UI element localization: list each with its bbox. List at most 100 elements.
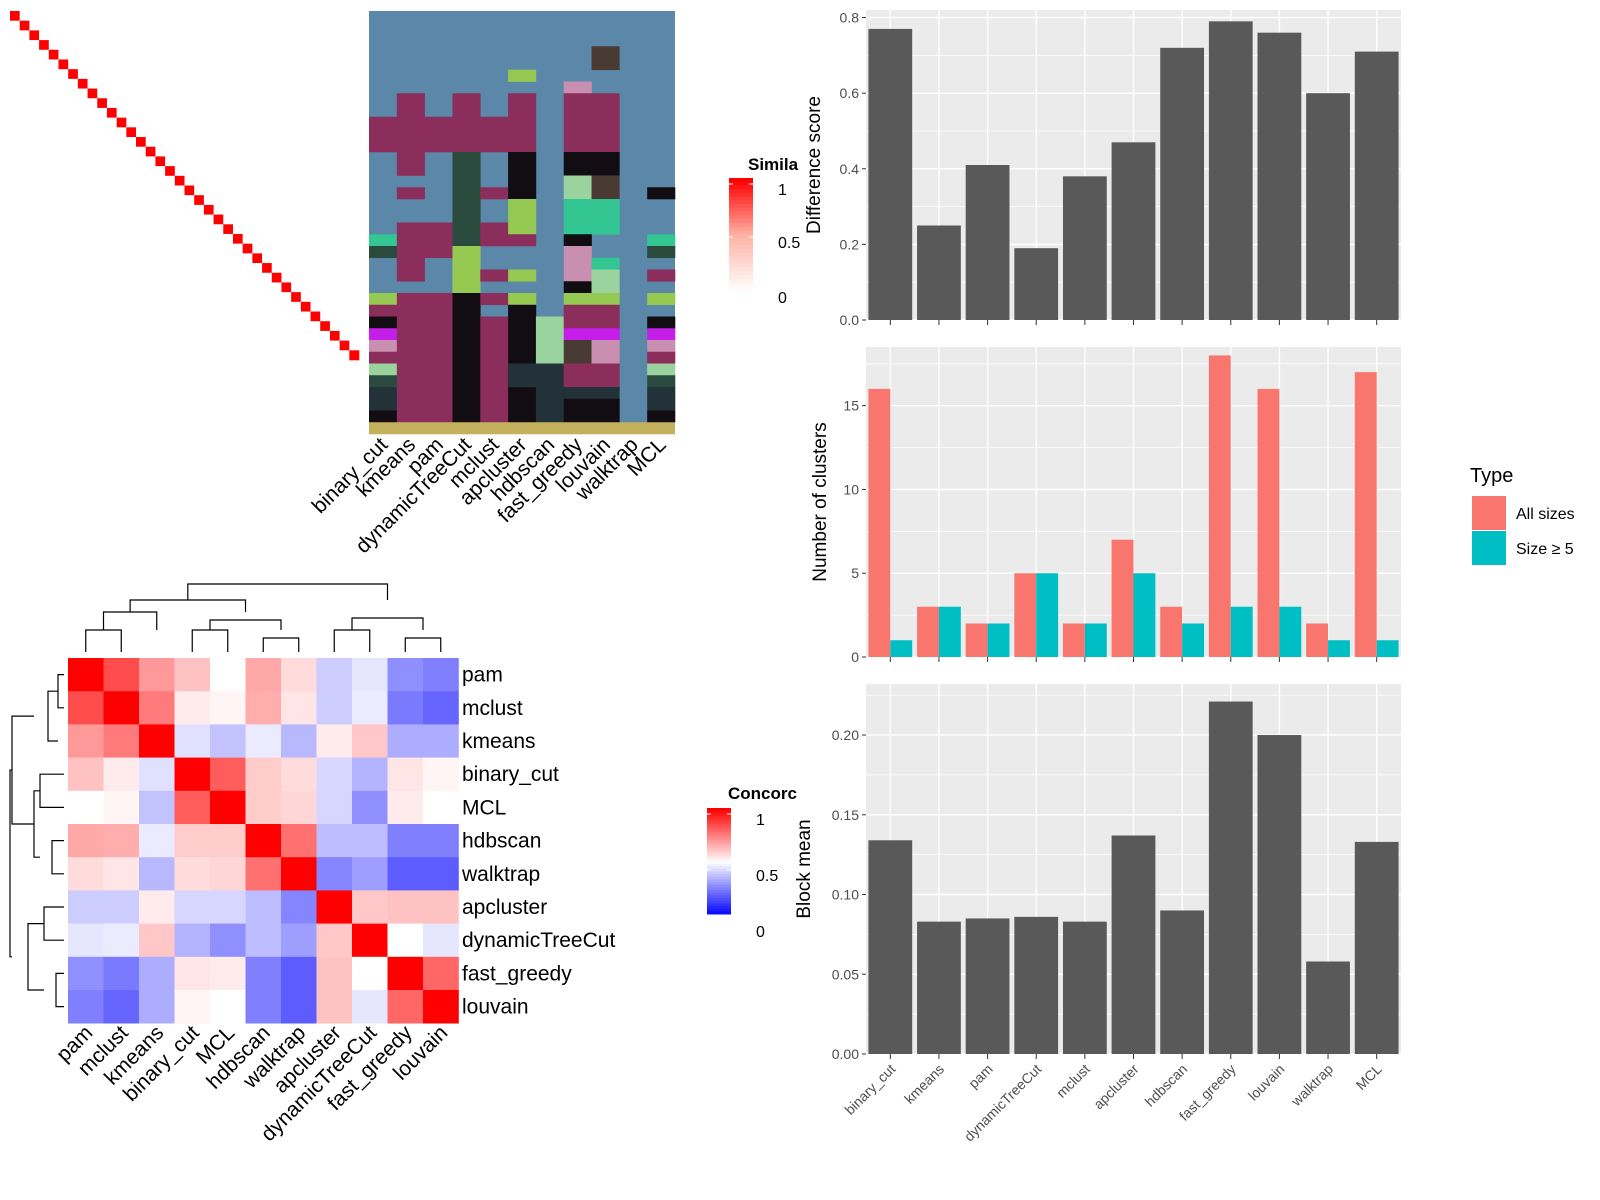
similarity-cell	[291, 272, 302, 283]
assignment-cell	[369, 246, 398, 259]
similarity-cell	[271, 137, 282, 148]
similarity-cell	[39, 69, 50, 80]
similarity-cell	[58, 78, 69, 89]
assignment-cell	[369, 328, 398, 341]
x-tick-label: louvain	[1245, 1061, 1288, 1104]
similarity-cell	[184, 272, 195, 283]
similarity-cell	[68, 88, 79, 99]
similarity-cell	[87, 20, 98, 31]
similarity-cell	[281, 340, 292, 351]
similarity-cell	[242, 156, 253, 167]
similarity-cell	[252, 330, 263, 341]
similarity-cell	[252, 59, 263, 70]
similarity-cell	[281, 185, 292, 196]
similarity-cell	[213, 301, 224, 312]
similarity-cell	[232, 340, 243, 351]
similarity-cell	[329, 146, 340, 157]
similarity-cell	[184, 233, 195, 244]
similarity-cell	[136, 195, 147, 206]
similarity-cell	[29, 350, 40, 361]
concordance-cell	[103, 724, 140, 758]
similarity-cell	[252, 175, 263, 186]
similarity-cell	[68, 11, 79, 21]
similarity-cell	[155, 224, 166, 235]
similarity-cell	[252, 107, 263, 118]
similarity-cell	[19, 350, 30, 361]
similarity-cell	[232, 166, 243, 177]
concordance-cell	[210, 990, 246, 1024]
similarity-cell	[58, 214, 69, 225]
similarity-cell	[97, 156, 108, 167]
similarity-cell	[174, 30, 185, 41]
similarity-cell	[291, 69, 302, 80]
similarity-cell	[320, 166, 331, 177]
similarity-cell	[232, 330, 243, 341]
similarity-cell	[339, 166, 350, 177]
similarity-cell	[165, 78, 176, 89]
similarity-cell	[271, 117, 282, 128]
similarity-legend-swatch	[729, 286, 753, 291]
similarity-cell	[271, 263, 282, 274]
similarity-cell	[39, 127, 50, 138]
similarity-cell	[10, 243, 20, 254]
similarity-cell	[339, 107, 350, 118]
concordance-cell	[281, 691, 317, 725]
similarity-cell	[19, 214, 30, 225]
similarity-cell	[262, 340, 273, 351]
y-tick-label: 15	[843, 398, 859, 414]
similarity-cell	[174, 156, 185, 167]
similarity-cell	[174, 321, 185, 332]
assignment-cell	[480, 293, 509, 306]
similarity-cell	[320, 253, 331, 264]
similarity-cell	[329, 98, 340, 109]
similarity-cell	[48, 263, 59, 274]
similarity-cell	[155, 20, 166, 31]
similarity-cell	[10, 146, 20, 157]
similarity-cell	[116, 243, 127, 254]
similarity-cell	[97, 253, 108, 264]
similarity-cell	[145, 175, 156, 186]
concordance-cell	[423, 724, 459, 758]
similarity-legend-swatch	[729, 215, 753, 220]
similarity-cell	[136, 340, 147, 351]
assignment-cell	[396, 257, 425, 270]
similarity-cell	[155, 127, 166, 138]
assignment-cell	[563, 93, 592, 153]
similarity-cell	[242, 146, 253, 157]
similarity-cell	[29, 224, 40, 235]
similarity-cell	[155, 350, 166, 361]
similarity-legend-swatch	[729, 230, 753, 235]
concordance-row-label: MCL	[462, 796, 506, 819]
similarity-cell	[10, 282, 20, 293]
concordance-cell	[316, 658, 353, 692]
similarity-cell	[242, 137, 253, 148]
similarity-cell	[349, 78, 360, 89]
similarity-cell	[271, 78, 282, 89]
similarity-cell	[184, 301, 195, 312]
similarity-cell	[58, 204, 69, 215]
similarity-cell	[339, 301, 350, 312]
similarity-cell	[77, 340, 88, 351]
concordance-legend-swatch	[707, 898, 731, 902]
similarity-cell	[97, 69, 108, 80]
similarity-cell	[194, 311, 205, 322]
similarity-cell	[48, 146, 59, 157]
similarity-cell	[97, 233, 108, 244]
similarity-diagonal-cell	[252, 253, 263, 264]
similarity-cell	[48, 233, 59, 244]
similarity-cell	[106, 175, 117, 186]
bar	[1208, 21, 1253, 321]
similarity-cell	[320, 49, 331, 60]
similarity-cell	[116, 263, 127, 274]
assignment-cell	[647, 234, 676, 247]
concordance-cell	[103, 824, 140, 858]
similarity-cell	[223, 49, 234, 60]
similarity-cell	[213, 107, 224, 118]
similarity-cell	[68, 59, 79, 70]
similarity-cell	[349, 49, 360, 60]
similarity-cell	[203, 59, 214, 70]
similarity-cell	[48, 292, 59, 303]
similarity-cell	[262, 233, 273, 244]
similarity-cell	[174, 88, 185, 99]
similarity-cell	[48, 127, 59, 138]
